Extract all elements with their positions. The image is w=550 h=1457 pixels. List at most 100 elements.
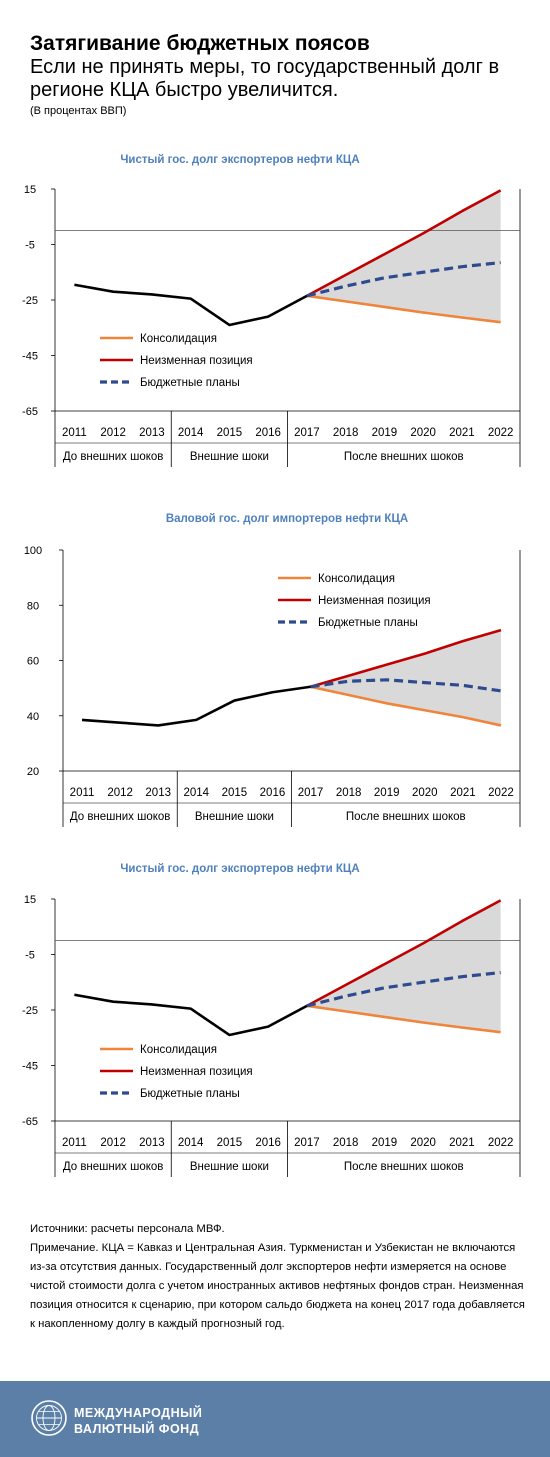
footer: МЕЖДУНАРОДНЫЙ ВАЛЮТНЫЙ ФОНД [0, 1381, 550, 1457]
series-line-unchanged [306, 899, 502, 1007]
org-name-line1: МЕЖДУНАРОДНЫЙ [74, 1406, 203, 1420]
header: Затягивание бюджетных поясов Если не при… [30, 32, 530, 119]
legend-label: Бюджетные планы [318, 617, 418, 629]
period-group-label: После внешних шоков [346, 811, 466, 823]
imf-seal-icon [31, 1400, 67, 1436]
y-tick-label: -65 [22, 1116, 38, 1128]
legend-label: Неизменная позиция [318, 595, 431, 607]
x-tick-label: 2019 [372, 1137, 398, 1149]
notes: Источники: расчеты персонала МВФ. Примеч… [30, 1220, 525, 1334]
history-line [74, 993, 308, 1037]
series-line-consolidation [306, 294, 501, 324]
series-line-budget-plans [306, 260, 501, 298]
x-tick-label: 2017 [298, 787, 324, 799]
x-tick-label: 2012 [100, 427, 126, 439]
x-tick-label: 2020 [410, 1137, 436, 1149]
x-tick-label: 2013 [139, 1137, 165, 1149]
shaded-range-area [310, 630, 501, 726]
x-tick-label: 2014 [183, 787, 209, 799]
chart-net-debt-exporters-repeat: Чистый гос. долг экспортеров нефти КЦА 15… [22, 863, 521, 1177]
x-tick-label: 2016 [255, 1137, 281, 1149]
x-tick-label: 2013 [145, 787, 171, 799]
x-tick-label: 2012 [107, 787, 133, 799]
y-tick-label: -5 [25, 240, 35, 252]
period-group-label: После внешних шоков [344, 451, 464, 463]
legend-label: Неизменная позиция [140, 355, 253, 367]
y-tick-label: 40 [27, 711, 39, 723]
y-tick-label: 15 [24, 894, 36, 906]
legend-label: Бюджетные планы [140, 377, 240, 389]
x-tick-label: 2019 [372, 427, 398, 439]
x-tick-label: 2022 [488, 427, 514, 439]
x-tick-label: 2019 [374, 787, 400, 799]
x-tick-label: 2020 [410, 427, 436, 439]
x-tick-label: 2011 [70, 787, 95, 799]
x-tick-label: 2014 [178, 1137, 204, 1149]
y-tick-label: -25 [22, 1005, 38, 1017]
chart-title: Валовой гос. долг импортеров нефти КЦА [166, 513, 408, 525]
chart-net-debt-exporters: Чистый гос. долг экспортеров нефти КЦА 15… [22, 154, 521, 467]
x-tick-label: 2011 [62, 1137, 87, 1149]
x-tick-label: 2021 [449, 427, 475, 439]
org-name-line2: ВАЛЮТНЫЙ ФОНД [74, 1422, 200, 1436]
sources-text: Источники: расчеты персонала МВФ. [30, 1223, 225, 1235]
y-tick-label: 20 [27, 766, 39, 778]
y-tick-label: -45 [22, 351, 38, 363]
x-tick-label: 2015 [217, 1137, 243, 1149]
y-tick-label: 80 [27, 600, 39, 612]
legend-label: Консолидация [140, 333, 217, 345]
y-tick-label: 60 [27, 656, 39, 668]
period-group-label: До внешних шоков [70, 811, 171, 823]
y-tick-label: -25 [22, 295, 38, 307]
x-tick-label: 2014 [178, 427, 204, 439]
x-tick-label: 2018 [333, 427, 359, 439]
x-tick-label: 2020 [412, 787, 438, 799]
page-title: Затягивание бюджетных поясов [30, 32, 370, 55]
x-tick-label: 2016 [260, 787, 286, 799]
y-tick-label: 15 [24, 184, 36, 196]
x-tick-label: 2021 [450, 787, 476, 799]
history-line [81, 685, 311, 727]
x-tick-label: 2021 [449, 1137, 475, 1149]
history-line [74, 283, 308, 327]
x-tick-label: 2017 [294, 1137, 320, 1149]
x-tick-label: 2012 [100, 1137, 126, 1149]
period-group-label: Внешние шоки [190, 1161, 269, 1173]
period-group-label: Внешние шоки [190, 451, 269, 463]
y-tick-label: -5 [25, 950, 35, 962]
x-tick-label: 2018 [333, 1137, 359, 1149]
series-line-unchanged [306, 189, 502, 297]
shaded-range-area [306, 190, 501, 323]
org-name: МЕЖДУНАРОДНЫЙ ВАЛЮТНЫЙ ФОНД [74, 1405, 202, 1437]
y-tick-label: -45 [22, 1061, 38, 1073]
x-tick-label: 2018 [336, 787, 362, 799]
x-tick-label: 2015 [222, 787, 248, 799]
y-tick-label: 100 [24, 545, 42, 557]
x-tick-label: 2022 [488, 787, 514, 799]
series-line-budget-plans [306, 970, 501, 1008]
series-line-consolidation [310, 685, 502, 727]
chart-title: Чистый гос. долг экспортеров нефти КЦА [120, 863, 359, 875]
x-tick-label: 2022 [488, 1137, 514, 1149]
period-group-label: До внешних шоков [63, 1161, 164, 1173]
chart-title: Чистый гос. долг экспортеров нефти КЦА [120, 154, 359, 166]
legend-label: Бюджетные планы [140, 1088, 240, 1100]
series-line-budget-plans [310, 678, 502, 693]
legend-label: Неизменная позиция [140, 1066, 253, 1078]
x-tick-label: 2015 [217, 427, 243, 439]
chart-gross-debt-importers: Валовой гос. долг импортеров нефти КЦА 10… [24, 513, 521, 827]
series-line-unchanged [310, 628, 502, 688]
shaded-range-area [306, 900, 501, 1033]
x-tick-label: 2017 [294, 427, 320, 439]
period-group-label: До внешних шоков [63, 451, 164, 463]
series-line-consolidation [306, 1004, 501, 1034]
note-text: Примечание. КЦА = Кавказ и Центральная А… [30, 1242, 525, 1330]
period-group-label: Внешние шоки [195, 811, 274, 823]
legend-label: Консолидация [318, 573, 395, 585]
x-tick-label: 2013 [139, 427, 165, 439]
period-group-label: После внешних шоков [344, 1161, 464, 1173]
page-subtitle: Если не принять меры, то государственный… [30, 56, 500, 101]
legend-label: Консолидация [140, 1044, 217, 1056]
unit-note: (В процентах ВВП) [30, 105, 127, 117]
x-tick-label: 2011 [62, 427, 87, 439]
